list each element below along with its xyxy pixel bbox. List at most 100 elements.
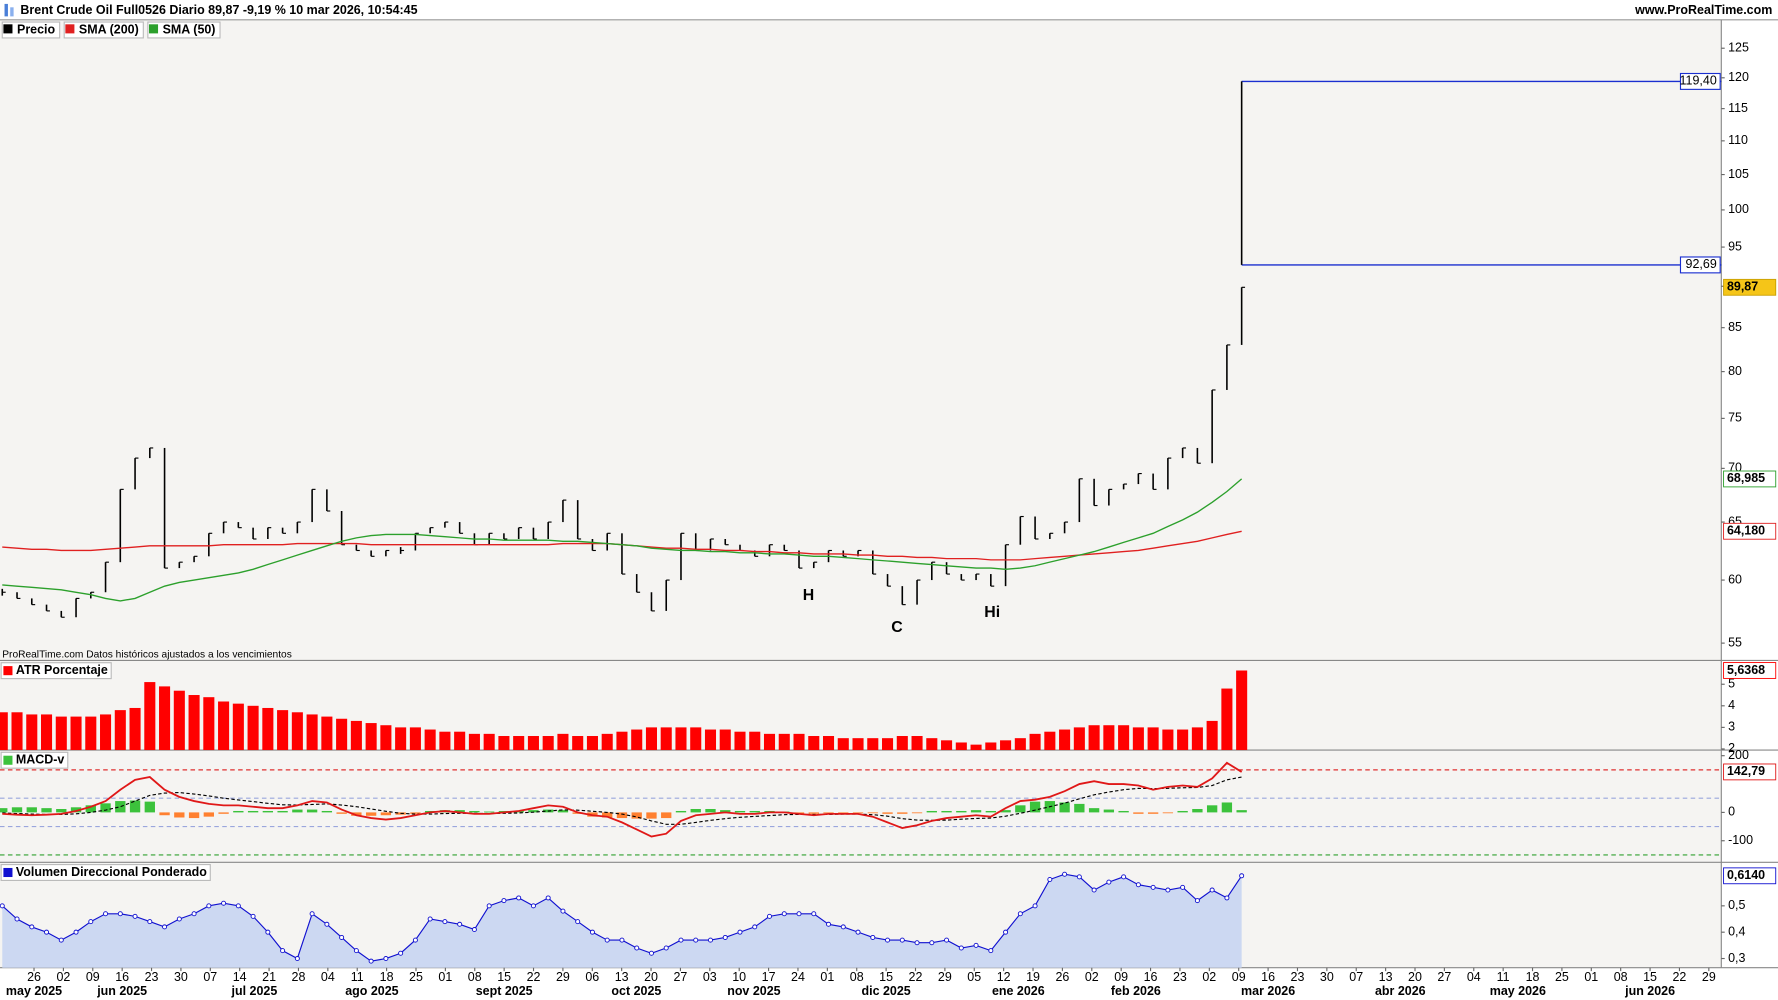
vdp-point bbox=[58, 937, 64, 943]
vdp-point bbox=[663, 945, 669, 951]
atr-bar bbox=[262, 707, 274, 751]
y-tick-label: 3 bbox=[1728, 720, 1735, 734]
x-tick-label: 19 bbox=[1026, 970, 1040, 984]
macd-histogram-bar bbox=[85, 805, 96, 813]
vdp-point bbox=[767, 913, 773, 919]
atr-bar bbox=[306, 714, 318, 751]
vdp-point bbox=[191, 911, 197, 917]
x-tick-label: 08 bbox=[468, 970, 482, 984]
x-month-label: abr 2026 bbox=[1375, 984, 1426, 998]
x-tick-label: 24 bbox=[791, 970, 805, 984]
macd-signal-line bbox=[2, 776, 1242, 825]
atr-bar bbox=[1132, 727, 1144, 751]
legend-swatch bbox=[65, 24, 75, 34]
atr-bar bbox=[26, 714, 38, 751]
vdp-point bbox=[1047, 876, 1053, 882]
vdp-point bbox=[457, 921, 463, 927]
level-box bbox=[1679, 72, 1721, 90]
macd-histogram-bar bbox=[247, 810, 259, 813]
x-month-label: nov 2025 bbox=[727, 984, 780, 998]
y-tick-label: 85 bbox=[1728, 320, 1742, 334]
atr-bar bbox=[763, 733, 776, 751]
x-month-label: dic 2025 bbox=[862, 984, 911, 998]
macd-histogram-bar bbox=[218, 812, 229, 814]
x-tick-label: 15 bbox=[497, 970, 511, 984]
macd-histogram-bar bbox=[602, 812, 613, 818]
atr-bar bbox=[159, 686, 171, 751]
legend-label: SMA (50) bbox=[163, 22, 216, 36]
macd-histogram-bar bbox=[808, 812, 819, 814]
macd-histogram-bar bbox=[336, 812, 347, 814]
atr-bar bbox=[941, 740, 953, 751]
vdp-point bbox=[1180, 884, 1186, 890]
panel-title-box bbox=[0, 751, 69, 769]
vdp-point bbox=[309, 911, 315, 917]
vdp-point bbox=[339, 934, 345, 940]
vdp-point bbox=[117, 911, 123, 917]
macd-histogram-bar bbox=[1029, 801, 1041, 813]
x-tick-label: 08 bbox=[1614, 970, 1628, 984]
vdp-point bbox=[1062, 871, 1068, 877]
vdp-point bbox=[1165, 887, 1171, 893]
macd-histogram-bar bbox=[0, 808, 8, 813]
macd-histogram-bar bbox=[941, 810, 952, 813]
x-tick-label: 30 bbox=[174, 970, 188, 984]
x-tick-label: 20 bbox=[1408, 970, 1422, 984]
x-tick-label: 16 bbox=[115, 970, 129, 984]
atr-bar bbox=[100, 714, 112, 751]
atr-bar bbox=[734, 731, 746, 751]
y-tick-label: 5 bbox=[1728, 677, 1735, 691]
x-tick-label: 07 bbox=[203, 970, 217, 984]
macd-histogram-bar bbox=[129, 800, 141, 813]
x-month-label: jul 2025 bbox=[231, 984, 278, 998]
y-tick-label: 115 bbox=[1728, 101, 1748, 115]
atr-bar bbox=[822, 736, 835, 751]
vdp-point bbox=[1091, 887, 1097, 893]
logo-icon bbox=[10, 7, 14, 17]
atr-bar bbox=[793, 733, 805, 751]
vdp-point bbox=[412, 937, 418, 943]
atr-bar bbox=[247, 705, 259, 751]
macd-histogram-bar bbox=[528, 810, 539, 813]
vdp-point bbox=[280, 948, 286, 954]
vdp-point bbox=[442, 919, 448, 925]
x-tick-label: 29 bbox=[1702, 970, 1716, 984]
atr-bar bbox=[0, 712, 8, 751]
x-tick-label: 05 bbox=[967, 970, 981, 984]
macd-histogram-bar bbox=[56, 808, 67, 813]
macd-histogram-bar bbox=[970, 810, 982, 813]
atr-bar bbox=[660, 727, 672, 751]
macd-histogram-bar bbox=[380, 812, 392, 816]
vdp-point bbox=[1194, 898, 1200, 904]
atr-bar bbox=[1044, 731, 1056, 751]
y-tick-label: 120 bbox=[1728, 70, 1749, 84]
macd-histogram-bar bbox=[1236, 810, 1247, 813]
vdp-point bbox=[707, 937, 713, 943]
atr-bar bbox=[483, 733, 495, 751]
x-month-label: sept 2025 bbox=[476, 984, 533, 998]
vdp-point bbox=[929, 940, 935, 946]
vdp-point bbox=[1032, 903, 1038, 909]
legend-box bbox=[1, 21, 61, 39]
atr-bar bbox=[380, 725, 392, 751]
atr-bar bbox=[114, 710, 126, 751]
macd-histogram-bar bbox=[661, 812, 672, 819]
macd-histogram-bar bbox=[705, 808, 716, 813]
atr-bar bbox=[232, 703, 244, 751]
vdp-point bbox=[294, 956, 300, 962]
vdp-point bbox=[885, 937, 891, 943]
vdp-point bbox=[73, 929, 79, 935]
x-tick-label: 02 bbox=[1085, 970, 1099, 984]
header-site[interactable]: www.ProRealTime.com bbox=[1634, 3, 1772, 17]
vdp-point bbox=[265, 929, 271, 935]
vdp-point bbox=[1121, 874, 1127, 880]
macd-histogram-bar bbox=[1088, 808, 1100, 813]
macd-histogram-bar bbox=[262, 810, 274, 813]
x-tick-label: 02 bbox=[56, 970, 70, 984]
vdp-point bbox=[147, 919, 153, 925]
x-month-label: jun 2026 bbox=[1624, 984, 1675, 998]
macd-histogram-bar bbox=[233, 810, 244, 813]
y-tick-label: 0,3 bbox=[1728, 951, 1745, 965]
atr-bar bbox=[882, 738, 894, 751]
